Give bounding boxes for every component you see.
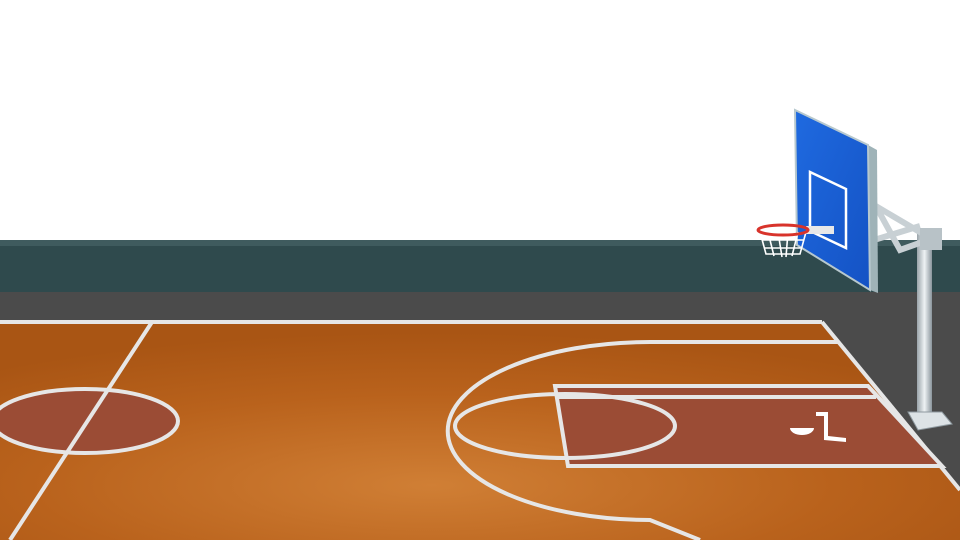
hoop-marker	[790, 428, 814, 435]
wall	[0, 240, 960, 294]
rim-bracket	[806, 226, 834, 234]
net	[759, 231, 807, 258]
court-floor	[0, 322, 960, 540]
half-court-line	[8, 320, 154, 540]
pole	[917, 230, 932, 420]
pole-base	[907, 411, 953, 431]
backboard-square	[808, 170, 848, 250]
three-point-arc	[445, 340, 838, 540]
pole-joint	[920, 228, 942, 250]
free-throw-circle	[453, 392, 677, 460]
backboard	[793, 108, 872, 292]
court-lines	[0, 320, 960, 540]
hoop-marker-t	[816, 412, 846, 442]
basket	[756, 108, 953, 431]
wall-top	[0, 240, 960, 246]
rim	[756, 223, 810, 237]
